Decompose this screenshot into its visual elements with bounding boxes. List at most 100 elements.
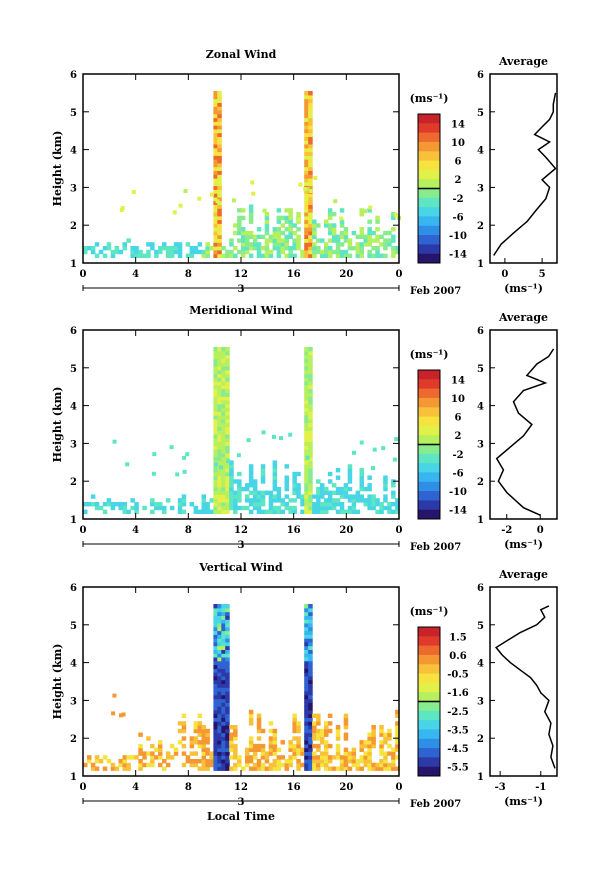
heatmap-cell — [138, 253, 143, 258]
heatmap-cell — [395, 732, 400, 737]
heatmap-cell — [300, 747, 305, 752]
heatmap-cell — [213, 91, 218, 96]
heatmap-cell — [304, 399, 309, 405]
heatmap-cell — [304, 117, 309, 122]
heatmap-cell — [229, 486, 234, 492]
heatmap-cell — [272, 475, 278, 480]
heatmap-cell — [395, 766, 400, 771]
heatmap-cell — [304, 253, 309, 258]
heatmap-cell — [213, 717, 218, 722]
heatmap-cell — [241, 230, 246, 236]
heatmap-cell — [371, 740, 376, 745]
heatmap-cell — [217, 721, 222, 726]
heatmap-cell — [248, 498, 254, 503]
heatmap-cell — [217, 479, 222, 484]
heatmap-cell — [183, 189, 188, 193]
heatmap-cell — [327, 759, 333, 764]
heatmap-cell — [217, 253, 222, 258]
heatmap-cell — [221, 452, 226, 458]
heatmap-cell — [308, 170, 313, 175]
heatmap-cell — [213, 388, 218, 393]
heatmap-cell — [304, 227, 309, 232]
heatmap-cell — [217, 212, 222, 217]
heatmap-cell — [308, 694, 313, 700]
heatmap-cell — [339, 509, 345, 514]
heatmap-cell — [327, 249, 333, 255]
heatmap-cell — [233, 246, 238, 251]
colorbar-swatch — [418, 463, 440, 473]
heatmap-cell — [248, 479, 254, 484]
heatmap-cell — [252, 743, 258, 749]
heatmap-cell — [395, 709, 400, 715]
heatmap-cell — [320, 732, 325, 737]
heatmap-cell — [102, 755, 108, 760]
heatmap-cell — [110, 505, 116, 511]
heatmap-cell — [359, 208, 364, 213]
heatmap-cell — [154, 502, 159, 507]
heatmap-cell — [304, 486, 309, 492]
heatmap-cell — [296, 486, 301, 492]
heatmap-cell — [292, 246, 297, 251]
colorbar-swatch — [418, 645, 440, 656]
heatmap-cell — [225, 452, 230, 458]
heatmap-cell — [304, 490, 309, 495]
heatmap-cell — [308, 486, 313, 492]
colorbar-swatch — [418, 207, 440, 217]
heatmap-cell — [189, 249, 195, 255]
heatmap-cell — [391, 483, 396, 488]
y-tick-label: 2 — [70, 477, 77, 488]
heatmap-cell — [335, 486, 341, 492]
colorbar-swatch — [418, 253, 440, 264]
heatmap-cell — [363, 502, 368, 507]
heatmap-cell — [316, 486, 321, 492]
heatmap-cell — [375, 762, 380, 768]
heatmap-cell — [248, 468, 254, 473]
heatmap-cell — [387, 502, 392, 507]
heatmap-cell — [217, 113, 222, 119]
heatmap-cell — [221, 347, 226, 352]
heatmap-cell — [367, 759, 372, 764]
heatmap-cell — [213, 242, 218, 247]
heatmap-cell — [150, 759, 155, 764]
heatmap-cell — [221, 449, 226, 454]
heatmap-cell — [268, 502, 274, 507]
heatmap-cell — [296, 766, 301, 771]
heatmap-cell — [225, 437, 230, 443]
heatmap-cell — [304, 468, 309, 473]
heatmap-cell — [217, 683, 222, 688]
heatmap-cell — [112, 439, 117, 444]
heatmap-cell — [221, 456, 226, 461]
heatmap-cell — [197, 728, 203, 734]
heatmap-cell — [130, 253, 135, 258]
heatmap-cell — [367, 234, 372, 239]
heatmap-cell — [308, 649, 313, 654]
heatmap-cell — [126, 509, 131, 514]
heatmap-cell — [217, 155, 222, 160]
heatmap-cell — [324, 751, 329, 756]
heatmap-cell — [284, 208, 289, 213]
heatmap-cell — [304, 155, 309, 160]
heatmap-cell — [308, 223, 313, 228]
heatmap-cell — [213, 109, 218, 115]
heatmap-cell — [343, 747, 349, 752]
heatmap-cell — [217, 117, 222, 122]
heatmap-cell — [225, 430, 230, 435]
heatmap-cell — [225, 664, 230, 669]
y-tick-label: 1 — [70, 259, 77, 270]
heatmap-cell — [225, 706, 230, 711]
heatmap-cell — [288, 208, 293, 213]
heatmap-cell — [343, 755, 349, 760]
heatmap-cell — [248, 490, 254, 495]
heatmap-cell — [221, 471, 226, 477]
heatmap-cell — [272, 479, 278, 484]
heatmap-cell — [304, 230, 309, 236]
heatmap-cell — [233, 766, 238, 771]
heatmap-cell — [221, 759, 226, 764]
heatmap-cell — [213, 456, 218, 461]
heatmap-cell — [327, 253, 333, 258]
heatmap-cell — [272, 766, 278, 771]
heatmap-cell — [355, 759, 361, 764]
heatmap-cell — [248, 475, 254, 480]
heatmap-cell — [395, 755, 400, 760]
